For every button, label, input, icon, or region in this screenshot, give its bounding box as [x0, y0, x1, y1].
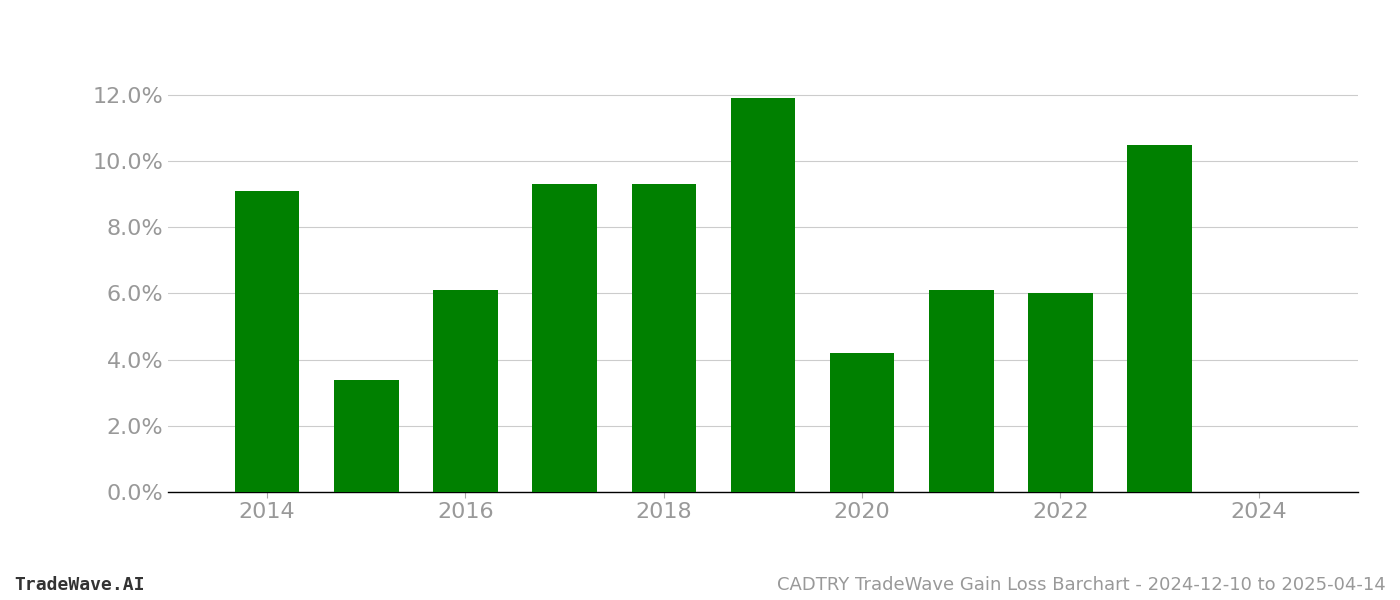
Bar [433, 290, 498, 492]
Bar [1127, 145, 1191, 492]
Bar [532, 184, 596, 492]
Text: CADTRY TradeWave Gain Loss Barchart - 2024-12-10 to 2025-04-14: CADTRY TradeWave Gain Loss Barchart - 20… [777, 576, 1386, 594]
Bar [335, 379, 399, 492]
Bar [235, 191, 300, 492]
Bar [1028, 293, 1093, 492]
Bar [731, 98, 795, 492]
Bar [830, 353, 895, 492]
Bar [631, 184, 696, 492]
Bar [930, 290, 994, 492]
Text: TradeWave.AI: TradeWave.AI [14, 576, 144, 594]
